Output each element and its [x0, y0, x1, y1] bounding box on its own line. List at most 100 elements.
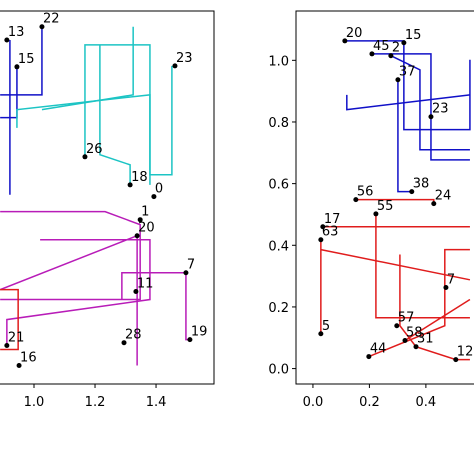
node-point [318, 237, 324, 243]
network-line [397, 79, 412, 193]
node-point [428, 114, 434, 120]
node-label: 18 [131, 170, 148, 185]
node-label: 23 [432, 102, 449, 117]
node-label: 15 [18, 52, 35, 67]
node-point [342, 38, 348, 44]
network-line [41, 26, 134, 111]
node-point [318, 331, 324, 337]
node-point [320, 224, 326, 230]
node-point [366, 354, 372, 360]
node-point [82, 154, 88, 160]
node-label: 16 [20, 351, 37, 366]
node-point [172, 63, 178, 69]
node-label: 2 [392, 41, 400, 56]
node-label: 11 [137, 277, 154, 292]
node-label: 12 [457, 345, 474, 360]
y-tick-label: 0.6 [268, 178, 289, 193]
y-tick-label: 1.0 [268, 54, 289, 69]
node-label: 28 [125, 328, 142, 343]
y-tick-label: 0.0 [268, 363, 289, 378]
y-tick-label: 0.2 [268, 301, 289, 316]
node-label: 57 [398, 311, 415, 326]
x-tick-label: 1.2 [85, 395, 106, 410]
node-point [413, 344, 419, 350]
node-label: 0 [155, 182, 163, 197]
node-point [151, 194, 157, 200]
axes-frame [295, 10, 474, 385]
node-point [388, 53, 394, 59]
node-point [431, 201, 437, 207]
node-point [14, 64, 20, 70]
node-point [16, 363, 22, 369]
node-label: 26 [86, 142, 103, 157]
node-point [409, 189, 415, 195]
network-line [84, 44, 151, 185]
node-point [127, 182, 133, 188]
network-line [0, 234, 138, 366]
x-tick-label: 1.4 [146, 395, 167, 410]
network-line [320, 248, 471, 281]
node-point [443, 285, 449, 291]
network-line [99, 44, 131, 185]
node-label: 63 [322, 225, 339, 240]
node-label: 22 [43, 12, 60, 27]
node-label: 31 [417, 332, 434, 347]
x-tick-label: 0.0 [303, 395, 324, 410]
node-point [402, 338, 408, 344]
axes-frame [0, 10, 215, 385]
network-line [375, 213, 470, 319]
network-line [344, 40, 471, 131]
node-label: 20 [346, 26, 363, 41]
node-point [353, 197, 359, 203]
node-point [183, 270, 189, 276]
x-tick-label: 0.2 [359, 395, 380, 410]
node-label: 19 [191, 325, 208, 340]
node-point [187, 337, 193, 343]
network-line [390, 55, 470, 151]
node-label: 7 [187, 258, 195, 273]
node-point [134, 233, 140, 239]
network-line [371, 53, 470, 161]
node-point [394, 323, 400, 329]
node-point [121, 340, 127, 346]
network-line [16, 65, 173, 176]
node-label: 45 [373, 39, 390, 54]
node-point [137, 217, 143, 223]
node-label: 13 [8, 25, 25, 40]
network-line [0, 288, 19, 351]
node-point [4, 342, 10, 348]
node-label: 37 [399, 65, 416, 80]
node-label: 5 [322, 319, 330, 334]
x-tick-label: 1.0 [24, 395, 45, 410]
node-label: 20 [138, 221, 155, 236]
y-tick-label: 0.8 [268, 116, 289, 131]
network-line [6, 238, 151, 346]
node-point [401, 40, 407, 46]
node-label: 21 [8, 330, 25, 345]
node-label: 38 [413, 177, 430, 192]
network-line [355, 198, 435, 204]
node-label: 24 [435, 189, 452, 204]
node-label: 56 [357, 185, 374, 200]
node-label: 58 [406, 326, 423, 341]
node-point [395, 77, 401, 83]
node-point [39, 24, 45, 30]
node-label: 15 [405, 28, 422, 43]
network-line [404, 298, 471, 342]
node-point [373, 211, 379, 217]
node-label: 7 [447, 273, 455, 288]
network-line [0, 210, 141, 301]
node-label: 55 [377, 199, 394, 214]
network-line [346, 94, 471, 111]
network-line [0, 66, 18, 119]
node-point [4, 37, 10, 43]
network-line [0, 26, 43, 96]
x-tick-label: 0.4 [416, 395, 437, 410]
node-point [453, 357, 459, 363]
node-point [133, 289, 139, 295]
node-point [369, 51, 375, 57]
node-label: 1 [141, 205, 149, 220]
